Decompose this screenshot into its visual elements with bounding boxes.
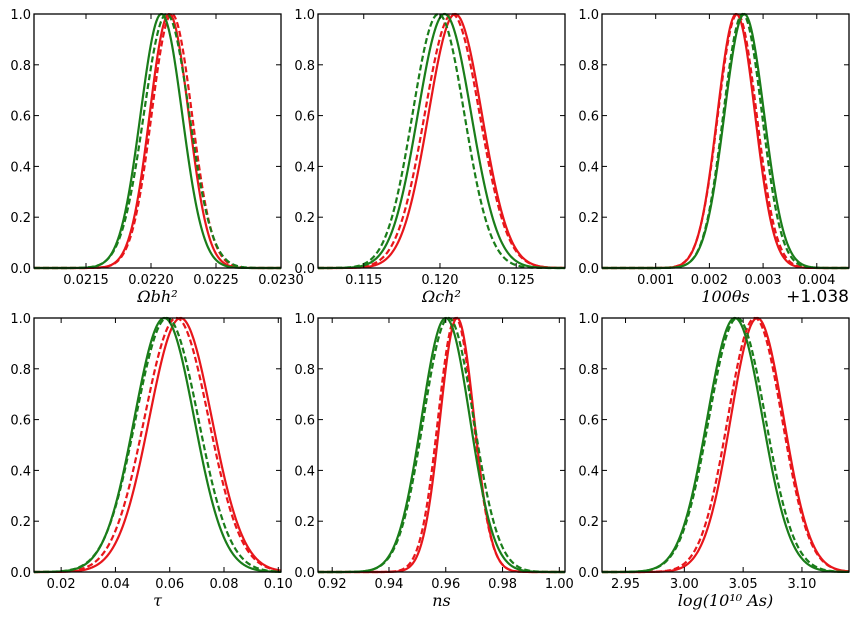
series-red-dashed [318, 12, 566, 270]
x-tick-label: 0.10 [264, 577, 293, 592]
y-tick-label: 0.2 [10, 211, 31, 226]
axes-frame [33, 13, 282, 269]
series-red-solid [34, 12, 281, 270]
x-tick-label: 0.004 [798, 273, 835, 288]
y-tick-label: 1.0 [578, 8, 599, 23]
x-tick-label: 0.94 [375, 577, 404, 592]
series-red-solid [318, 316, 565, 574]
panel-6: 0.0 0.2 0.4 0.6 0.8 1.0 2.95 3.00 3.05 3.10 log(10… [578, 312, 850, 610]
axes-frame [317, 13, 566, 269]
x-tick-label: 0.98 [488, 577, 517, 592]
y-tick-label: 0.6 [578, 110, 599, 125]
series-red-solid [318, 12, 566, 270]
x-tick-label: 0.06 [155, 577, 184, 592]
panel-2: 0.0 0.2 0.4 0.6 0.8 1.0 0.115 0.120 0.125 Ωch² [294, 8, 566, 306]
y-tick-label: 0.6 [10, 414, 31, 429]
x-tick-label: 2.95 [611, 577, 640, 592]
x-tick-label: 0.02 [47, 577, 76, 592]
x-tick-label: 0.001 [637, 273, 674, 288]
y-tick-label: 0.0 [10, 566, 31, 581]
axes-frame [33, 317, 282, 573]
panel-3: 0.0 0.2 0.4 0.6 0.8 1.0 0.001 0.002 0.003 0.004 10… [578, 8, 850, 307]
series-green-dashed [34, 316, 282, 574]
series-red-dashed [34, 316, 282, 574]
series-green-dashed [602, 316, 850, 574]
axes-frame [317, 317, 566, 573]
series-red-dashed [602, 12, 849, 270]
y-tick-label: 1.0 [294, 8, 315, 23]
y-tick-label: 0.2 [294, 211, 315, 226]
x-tick-label: 0.08 [210, 577, 239, 592]
y-tick-label: 0.4 [10, 160, 31, 175]
x-tick-label: 0.120 [421, 273, 458, 288]
panel-5: 0.0 0.2 0.4 0.6 0.8 1.0 0.92 0.94 0.96 0.98 1.00 ns [294, 312, 573, 610]
series-green-solid [318, 316, 565, 574]
y-tick-label: 0.0 [294, 262, 315, 277]
x-axis-label: ns [432, 591, 451, 610]
y-tick-label: 1.0 [578, 312, 599, 327]
x-tick-label: 1.00 [545, 577, 574, 592]
y-tick-label: 0.0 [10, 262, 31, 277]
x-axis-label: Ωbh² [136, 287, 177, 306]
axes-frame [601, 317, 850, 573]
y-tick-label: 0.6 [294, 110, 315, 125]
x-offset-label: +1.038 [786, 287, 849, 307]
x-tick-label: 0.04 [101, 577, 130, 592]
x-tick-label: 3.10 [787, 577, 816, 592]
y-tick-label: 0.4 [578, 160, 599, 175]
series-red-dashed [318, 316, 565, 574]
axes-frame [601, 13, 850, 269]
panel-4: 0.0 0.2 0.4 0.6 0.8 1.0 0.02 0.04 0.06 0.08 0.10 τ [10, 312, 292, 610]
y-tick-label: 0.0 [578, 262, 599, 277]
y-tick-label: 0.4 [294, 160, 315, 175]
y-tick-label: 0.6 [294, 414, 315, 429]
y-tick-label: 0.8 [10, 59, 31, 74]
series-red-solid [602, 316, 850, 574]
x-tick-label: 0.0230 [258, 273, 304, 288]
series-green-dashed [318, 316, 566, 574]
series-green-dashed [318, 12, 565, 270]
y-tick-label: 0.8 [294, 59, 315, 74]
y-tick-label: 0.2 [10, 515, 31, 530]
x-tick-label: 0.92 [318, 577, 347, 592]
x-tick-label: 3.05 [729, 577, 758, 592]
y-tick-label: 0.8 [10, 363, 31, 378]
y-tick-label: 0.4 [578, 464, 599, 479]
y-tick-label: 0.6 [578, 414, 599, 429]
x-tick-label: 3.00 [670, 577, 699, 592]
y-tick-label: 0.2 [294, 515, 315, 530]
x-axis-label: 100θs [701, 287, 749, 306]
x-tick-label: 0.96 [431, 577, 460, 592]
y-tick-label: 0.8 [578, 59, 599, 74]
x-tick-label: 0.125 [498, 273, 535, 288]
y-tick-label: 1.0 [10, 312, 31, 327]
y-tick-label: 0.8 [294, 363, 315, 378]
x-axis-label: log(10¹⁰ As) [678, 591, 774, 610]
series-green-solid [318, 12, 565, 270]
y-tick-label: 0.4 [294, 464, 315, 479]
x-tick-label: 0.0225 [193, 273, 239, 288]
y-tick-label: 0.4 [10, 464, 31, 479]
y-tick-label: 0.2 [578, 515, 599, 530]
y-tick-label: 0.0 [578, 566, 599, 581]
x-tick-label: 0.0220 [128, 273, 174, 288]
y-tick-label: 0.6 [10, 110, 31, 125]
panel-1: 0.0 0.2 0.4 0.6 0.8 1.0 0.0215 0.0220 0.0225 0.02… [10, 8, 303, 306]
x-axis-label: Ωch² [421, 287, 461, 306]
y-tick-label: 0.0 [294, 566, 315, 581]
x-tick-label: 0.003 [744, 273, 781, 288]
y-tick-label: 0.2 [578, 211, 599, 226]
x-axis-label: τ [153, 591, 163, 610]
y-tick-label: 1.0 [10, 8, 31, 23]
x-tick-label: 0.002 [691, 273, 728, 288]
y-tick-label: 1.0 [294, 312, 315, 327]
x-tick-label: 0.0215 [63, 273, 109, 288]
x-tick-label: 0.115 [345, 273, 382, 288]
y-tick-label: 0.8 [578, 363, 599, 378]
